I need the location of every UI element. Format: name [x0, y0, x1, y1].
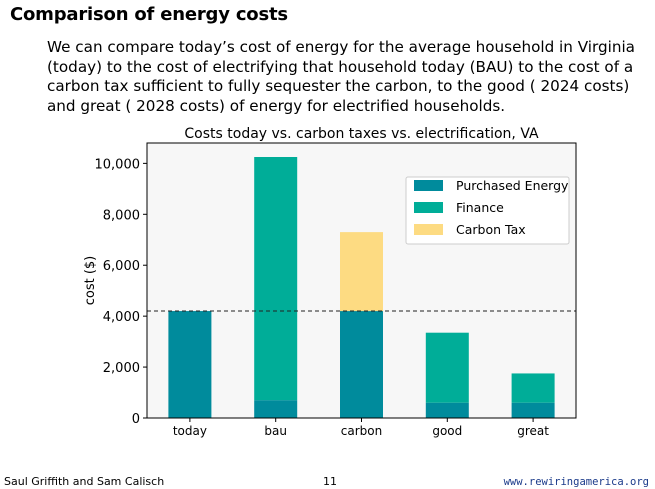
y-tick-label: 6,000: [103, 259, 140, 274]
page-number: 11: [323, 475, 337, 488]
y-tick-label: 8,000: [103, 208, 140, 223]
footer-url: www.rewiringamerica.org: [503, 476, 649, 488]
bar-great-finance: [511, 373, 555, 403]
y-tick-label: 0: [132, 412, 140, 427]
bar-bau-purchased-energy: [254, 400, 298, 418]
plot-area: today bau carbon good great 0 2,000 4,000 6,000 8…: [95, 142, 577, 438]
legend-swatch: [414, 202, 443, 213]
bar-bau-finance: [254, 157, 298, 401]
bar-today-purchased-energy: [168, 311, 212, 418]
legend-label: Finance: [456, 200, 504, 215]
intro-paragraph: We can compare today’s cost of energy fo…: [47, 38, 635, 115]
x-tick-label: good: [432, 424, 462, 438]
y-tick-label: 2,000: [103, 361, 140, 376]
y-tick-label: 4,000: [103, 310, 140, 325]
x-tick-label: carbon: [341, 424, 382, 438]
y-tick-label: 10,000: [95, 157, 141, 172]
x-tick-label: today: [173, 424, 207, 438]
chart-title: Costs today vs. carbon taxes vs. electri…: [184, 126, 539, 142]
legend-swatch: [414, 224, 443, 235]
slide-title: Comparison of energy costs: [10, 4, 288, 25]
footer-authors: Saul Griffith and Sam Calisch: [4, 475, 165, 488]
legend-label: Carbon Tax: [456, 222, 526, 237]
bar-great-purchased-energy: [511, 402, 555, 418]
bar-good-finance: [425, 332, 469, 403]
legend-box: [405, 176, 570, 245]
plot-frame: [146, 142, 577, 419]
x-tick-label: great: [517, 424, 549, 438]
bar-good-purchased-energy: [425, 402, 469, 418]
bar-carbon-carbon-tax: [340, 232, 383, 312]
y-axis-label: cost ($): [83, 256, 98, 306]
legend: Purchased Energy Finance Carbon Tax: [405, 176, 570, 245]
legend-swatch: [414, 180, 443, 191]
x-tick-label: bau: [264, 424, 287, 438]
bar-carbon-purchased-energy: [340, 311, 383, 418]
legend-label: Purchased Energy: [456, 178, 569, 193]
